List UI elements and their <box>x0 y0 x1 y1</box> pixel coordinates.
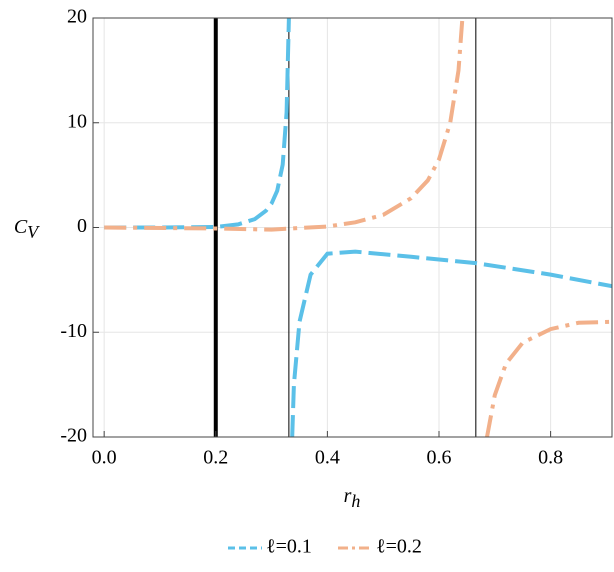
y-tick-label: -10 <box>60 320 87 342</box>
label-sub: h <box>351 491 360 511</box>
x-tick-label: 0.0 <box>92 447 117 469</box>
x-tick-label: 0.8 <box>538 447 563 469</box>
series-line <box>104 18 612 437</box>
y-tick-label: 10 <box>67 110 87 132</box>
y-tick-label: -20 <box>60 425 87 447</box>
y-label: CV <box>14 216 40 243</box>
legend-label: ℓ=0.2 <box>376 536 422 558</box>
y-tick-label: 20 <box>67 6 87 28</box>
x-label: rh <box>344 485 361 512</box>
x-tick-label: 0.4 <box>315 447 340 469</box>
label-sub: V <box>27 222 40 242</box>
label-main: r <box>344 485 352 507</box>
x-tick-label: 0.2 <box>203 447 228 469</box>
y-tick-label: 0 <box>77 215 87 237</box>
axes: 0.0 0.2 0.4 0.6 0.8 -20 -10 0 10 20 <box>60 6 563 469</box>
label-main: C <box>14 216 28 238</box>
x-tick-label: 0.6 <box>427 447 452 469</box>
plot-area <box>104 18 612 437</box>
legend-label: ℓ=0.1 <box>266 536 312 558</box>
